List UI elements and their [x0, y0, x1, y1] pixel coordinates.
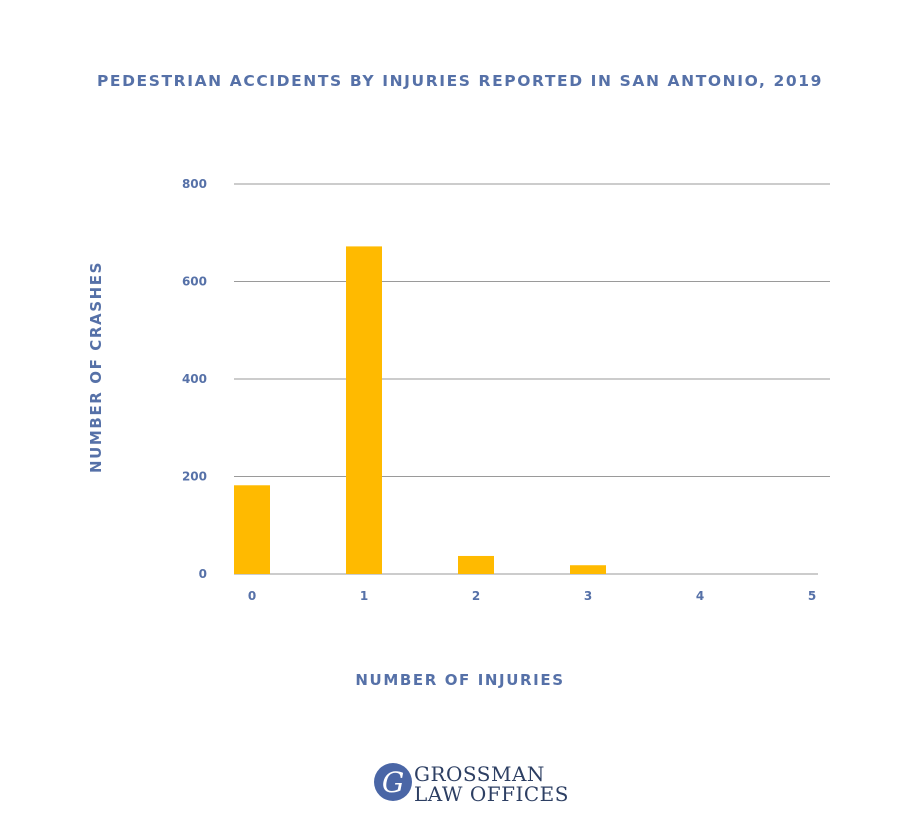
x-axis-title: NUMBER OF INJURIES	[355, 671, 564, 689]
y-tick-labels: 0 200 400 600 800	[182, 177, 207, 581]
logo-g-icon	[374, 763, 412, 801]
x-tick-label: 5	[808, 589, 816, 603]
bars	[234, 246, 606, 574]
y-tick-label: 0	[199, 567, 207, 581]
x-tick-labels: 0 1 2 3 4 5	[248, 589, 816, 603]
y-tick-label: 200	[182, 470, 207, 484]
y-tick-label: 400	[182, 372, 207, 386]
x-tick-label: 4	[696, 589, 704, 603]
logo-line1: GROSSMAN	[414, 762, 545, 786]
bar	[346, 246, 382, 574]
x-tick-label: 1	[360, 589, 368, 603]
x-tick-label: 0	[248, 589, 256, 603]
x-tick-label: 3	[584, 589, 592, 603]
logo-line2: LAW OFFICES	[414, 782, 569, 806]
y-tick-label: 600	[182, 275, 207, 289]
bar	[458, 555, 494, 574]
chart-title: PEDESTRIAN ACCIDENTS BY INJURIES REPORTE…	[97, 72, 823, 90]
bar	[570, 565, 606, 574]
bar	[234, 485, 270, 574]
y-tick-label: 800	[182, 177, 207, 191]
grossman-law-offices-logo: G GROSSMAN LAW OFFICES	[374, 762, 569, 806]
gridlines	[234, 183, 830, 575]
x-tick-label: 2	[472, 589, 480, 603]
logo-letter: G	[382, 766, 404, 799]
y-axis-title: NUMBER OF CRASHES	[87, 261, 105, 473]
